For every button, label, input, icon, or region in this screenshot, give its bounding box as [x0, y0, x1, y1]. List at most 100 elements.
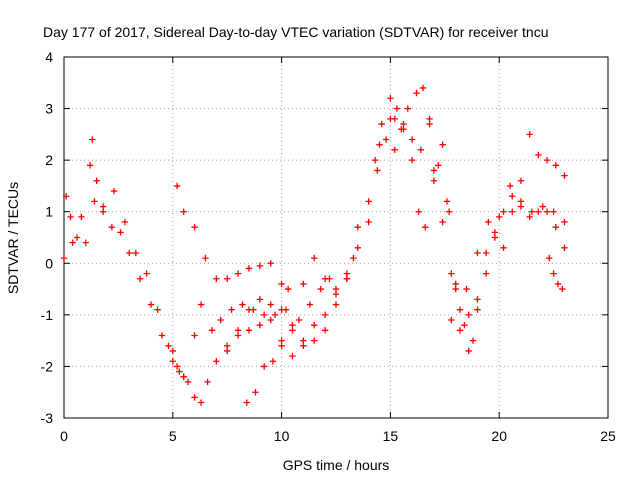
- series-satellite-track-i: [343, 95, 477, 344]
- data-point: [126, 249, 133, 257]
- data-point: [465, 347, 472, 355]
- data-point: [73, 234, 81, 241]
- data-point: [224, 275, 231, 282]
- data-point: [430, 177, 438, 184]
- data-point: [482, 249, 490, 257]
- data-point: [332, 291, 340, 298]
- data-point: [443, 198, 451, 205]
- data-point: [376, 141, 383, 148]
- data-point: [311, 337, 318, 344]
- data-point: [69, 239, 76, 246]
- data-point: [417, 146, 425, 154]
- y-tick-label: 0: [45, 255, 53, 271]
- data-point: [559, 285, 566, 293]
- data-point: [147, 301, 155, 308]
- data-point: [60, 254, 68, 262]
- data-point: [535, 208, 542, 215]
- y-tick-label: 4: [45, 49, 53, 65]
- data-point: [550, 270, 557, 277]
- data-point: [300, 337, 307, 344]
- data-point: [554, 280, 562, 288]
- data-point: [354, 223, 361, 231]
- data-point: [121, 218, 129, 226]
- axis-ticks: 0 5 10 15 20 25 -3 -2 -1 0 1 2 3 4: [41, 49, 616, 444]
- y-tick-label: 3: [45, 101, 53, 117]
- series-satellite-track-f: [224, 254, 340, 355]
- data-point: [239, 301, 246, 308]
- data-point: [430, 167, 438, 174]
- data-point: [243, 399, 250, 406]
- data-point: [528, 208, 536, 215]
- data-point: [365, 218, 372, 226]
- data-point: [422, 223, 429, 231]
- data-point: [173, 363, 181, 370]
- data-point: [234, 327, 242, 334]
- data-point: [228, 306, 235, 313]
- data-point: [117, 229, 124, 236]
- data-point: [306, 301, 314, 308]
- data-point: [439, 141, 446, 148]
- data-point: [400, 120, 407, 128]
- data-point: [245, 327, 253, 334]
- data-point: [387, 95, 394, 102]
- y-tick-label: -1: [41, 307, 54, 323]
- data-point: [278, 280, 285, 288]
- data-point: [169, 347, 176, 355]
- data-point: [295, 316, 303, 324]
- data-point: [561, 172, 568, 179]
- x-tick-label: 5: [169, 428, 177, 444]
- data-point: [202, 254, 209, 262]
- data-point: [256, 262, 264, 270]
- series-satellite-track-n: [465, 203, 568, 319]
- data-point: [260, 363, 268, 370]
- y-tick-label: -2: [41, 358, 54, 374]
- data-point: [332, 301, 340, 308]
- data-point: [463, 285, 470, 293]
- y-tick-label: 2: [45, 152, 53, 168]
- data-point: [284, 285, 292, 293]
- data-point: [180, 208, 187, 215]
- data-point: [415, 208, 422, 215]
- series-satellite-track-a: [60, 198, 187, 380]
- x-tick-label: 25: [600, 428, 616, 444]
- data-point: [245, 306, 253, 313]
- data-point: [267, 260, 274, 267]
- data-point: [378, 120, 385, 128]
- data-point: [448, 316, 455, 324]
- data-point: [387, 115, 394, 123]
- data-point: [343, 275, 351, 282]
- data-point: [391, 146, 398, 154]
- x-axis-label: GPS time / hours: [283, 457, 390, 473]
- data-point: [404, 105, 412, 112]
- data-point: [197, 399, 205, 406]
- chart-title: Day 177 of 2017, Sidereal Day-to-day VTE…: [43, 24, 549, 40]
- data-marks: [60, 84, 568, 406]
- data-point: [217, 316, 224, 324]
- data-point: [393, 105, 401, 112]
- data-point: [321, 275, 329, 282]
- data-point: [197, 301, 205, 308]
- data-point: [506, 182, 514, 190]
- data-point: [321, 311, 329, 319]
- data-point: [176, 368, 183, 375]
- data-point: [509, 208, 516, 215]
- series-satellite-track-e: [180, 275, 333, 380]
- series-satellite-track-j: [376, 84, 464, 313]
- data-point: [491, 229, 499, 236]
- data-point: [256, 296, 264, 303]
- data-point: [82, 239, 89, 246]
- data-point: [110, 187, 118, 195]
- data-point: [413, 89, 420, 97]
- data-point: [271, 311, 279, 319]
- grid: [64, 57, 608, 418]
- data-point: [456, 306, 464, 313]
- series-satellite-track-k: [391, 120, 459, 293]
- data-point: [526, 131, 533, 138]
- data-point: [546, 254, 553, 262]
- data-point: [365, 198, 372, 205]
- data-point: [311, 254, 318, 262]
- data-point: [439, 218, 446, 226]
- series-satellite-track-d: [173, 182, 292, 293]
- data-point: [86, 162, 94, 169]
- data-point: [535, 151, 542, 159]
